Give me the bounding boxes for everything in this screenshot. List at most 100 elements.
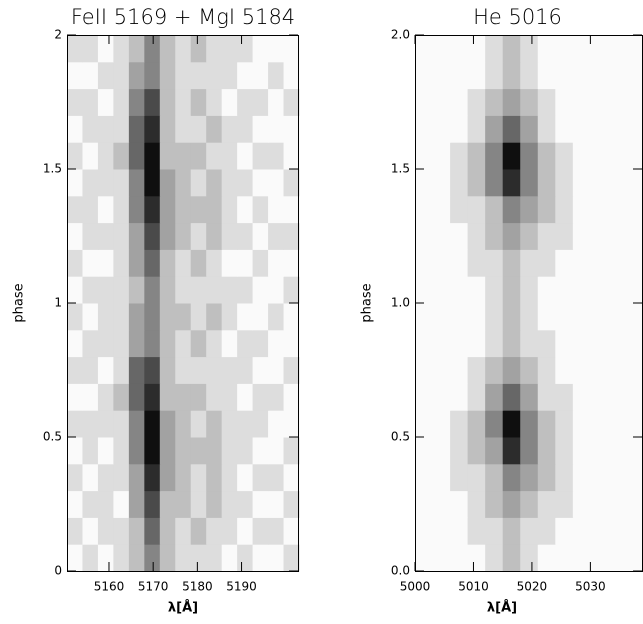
cell bbox=[537, 329, 556, 358]
cell bbox=[607, 437, 626, 465]
cell bbox=[590, 544, 609, 572]
cell bbox=[221, 490, 238, 518]
y-axis-label: phase bbox=[12, 283, 27, 322]
cell bbox=[206, 329, 223, 358]
cell bbox=[467, 115, 486, 143]
cell bbox=[572, 356, 591, 384]
cell bbox=[237, 249, 254, 277]
cell bbox=[572, 517, 591, 545]
cell bbox=[82, 35, 99, 63]
cell bbox=[467, 463, 486, 492]
cell bbox=[283, 142, 300, 170]
y-tick-label: 2.0 bbox=[391, 28, 410, 42]
cell bbox=[175, 61, 192, 90]
x-axis-label: λ[Å] bbox=[168, 600, 198, 616]
cell bbox=[113, 383, 130, 411]
cell bbox=[590, 356, 609, 384]
cell bbox=[520, 303, 539, 331]
cell bbox=[432, 410, 451, 438]
y-tick-label: 1 bbox=[54, 296, 62, 310]
cell bbox=[283, 517, 300, 545]
cell bbox=[467, 303, 486, 331]
cell bbox=[221, 544, 238, 572]
cell bbox=[206, 222, 223, 250]
cell bbox=[467, 169, 486, 197]
cell bbox=[537, 88, 556, 116]
cell bbox=[128, 437, 145, 465]
cell bbox=[268, 276, 285, 304]
cell bbox=[485, 410, 504, 438]
cell bbox=[467, 222, 486, 250]
cell bbox=[590, 329, 609, 358]
cell bbox=[520, 490, 539, 518]
cell bbox=[237, 463, 254, 492]
cell bbox=[520, 249, 539, 277]
cell bbox=[555, 356, 574, 384]
cell bbox=[520, 544, 539, 572]
cell bbox=[283, 88, 300, 116]
cell bbox=[113, 329, 130, 358]
cell bbox=[502, 329, 521, 358]
cell bbox=[97, 490, 114, 518]
cell bbox=[159, 517, 176, 545]
cell bbox=[190, 169, 207, 197]
cell bbox=[128, 195, 145, 224]
cell bbox=[415, 61, 434, 90]
cell bbox=[450, 490, 469, 518]
cell bbox=[607, 61, 626, 90]
cell bbox=[485, 303, 504, 331]
cell bbox=[159, 356, 176, 384]
cell bbox=[252, 356, 269, 384]
cell bbox=[520, 35, 539, 63]
cell bbox=[252, 437, 269, 465]
cell bbox=[190, 517, 207, 545]
cell bbox=[128, 35, 145, 63]
cell bbox=[590, 35, 609, 63]
cell bbox=[415, 35, 434, 63]
cell bbox=[97, 383, 114, 411]
cell bbox=[97, 61, 114, 90]
cell bbox=[113, 35, 130, 63]
cell bbox=[450, 61, 469, 90]
cell bbox=[206, 88, 223, 116]
cell bbox=[520, 88, 539, 116]
cell bbox=[190, 142, 207, 170]
x-tick-label: 5000 bbox=[400, 580, 431, 594]
cell bbox=[97, 222, 114, 250]
x-tick-label: 5160 bbox=[94, 580, 125, 594]
cell bbox=[159, 142, 176, 170]
cell bbox=[97, 249, 114, 277]
cell bbox=[520, 195, 539, 224]
x-tick-label: 5010 bbox=[458, 580, 489, 594]
cell bbox=[537, 195, 556, 224]
cell bbox=[555, 115, 574, 143]
cell bbox=[432, 517, 451, 545]
cell bbox=[450, 463, 469, 492]
cell bbox=[252, 115, 269, 143]
cell bbox=[607, 115, 626, 143]
cell bbox=[190, 88, 207, 116]
cell bbox=[237, 88, 254, 116]
cell bbox=[590, 463, 609, 492]
cell bbox=[82, 195, 99, 224]
cell bbox=[159, 249, 176, 277]
x-axis-label: λ[Å] bbox=[487, 600, 517, 616]
cell bbox=[268, 329, 285, 358]
cell bbox=[175, 222, 192, 250]
cell bbox=[415, 410, 434, 438]
cell bbox=[252, 222, 269, 250]
cell bbox=[252, 463, 269, 492]
cell bbox=[520, 142, 539, 170]
cell bbox=[190, 490, 207, 518]
cell bbox=[432, 115, 451, 143]
cell bbox=[175, 303, 192, 331]
cell bbox=[625, 544, 643, 572]
cell bbox=[206, 303, 223, 331]
cell bbox=[572, 410, 591, 438]
cell bbox=[607, 410, 626, 438]
cell bbox=[415, 249, 434, 277]
cell bbox=[268, 437, 285, 465]
cell bbox=[159, 463, 176, 492]
cell bbox=[97, 276, 114, 304]
cell bbox=[190, 249, 207, 277]
